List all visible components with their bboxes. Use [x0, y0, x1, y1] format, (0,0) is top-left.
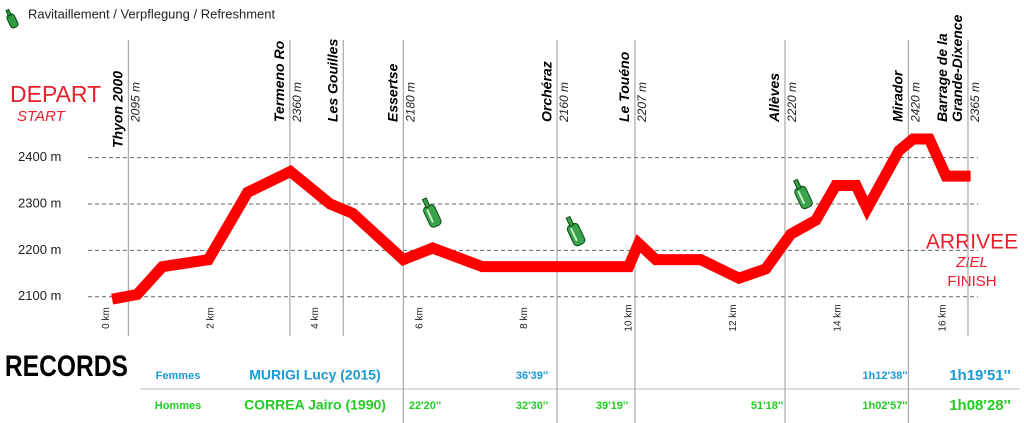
record-split: 36'39''	[516, 370, 549, 382]
records-title: RECORDS	[5, 349, 128, 383]
waypoint-name: Barrage de la	[934, 33, 950, 122]
start-title: DEPART	[10, 81, 101, 107]
record-split: 1h12'38''	[862, 370, 908, 382]
record-total: 1h08'28''	[949, 397, 1011, 414]
waypoint-name: Mirador	[890, 69, 906, 122]
refreshment-bottle	[793, 178, 813, 210]
x-tick-label: 16 km	[937, 304, 948, 331]
waypoint-name: Essertse	[385, 63, 401, 122]
bottle-body	[423, 204, 442, 228]
bottle-body	[794, 185, 813, 210]
refreshment-bottle	[421, 197, 442, 228]
x-tick-label: 6 km	[414, 307, 425, 329]
finish-subtitle: ZIEL	[955, 254, 988, 271]
finish-title: ARRIVEE	[926, 231, 1018, 254]
record-category: Femmes	[156, 370, 201, 382]
waypoint-elevation: 2420 m	[909, 82, 923, 123]
refreshment-bottle	[565, 215, 586, 247]
record-category: Hommes	[155, 400, 201, 412]
elevation-line	[111, 133, 971, 305]
waypoint-elevation: 2160 m	[557, 82, 571, 123]
y-tick-label: 2100 m	[18, 288, 61, 303]
finish-subtitle: FINISH	[947, 273, 996, 290]
waypoint-elevation: 2180 m	[404, 82, 418, 123]
waypoint-name: Le Touéno	[616, 51, 632, 122]
bottle-body	[566, 222, 586, 247]
bottle-shine	[569, 227, 578, 242]
bottle-neck	[421, 197, 431, 209]
waypoint-name: Allèves	[766, 73, 782, 123]
x-tick-label: 0 km	[101, 307, 112, 329]
bottle-shine	[797, 190, 806, 205]
waypoint-name: Orchéraz	[538, 61, 554, 122]
waypoint-name: Grande-Dixence	[949, 14, 965, 122]
bottle-neck	[565, 215, 575, 228]
record-holder: CORREA Jairo (1990)	[244, 397, 386, 413]
y-tick-label: 2300 m	[18, 195, 61, 210]
waypoint-name: Thyon 2000	[110, 71, 126, 148]
record-holder: MURIGI Lucy (2015)	[249, 367, 380, 383]
waypoint-elevation: 2360 m	[290, 82, 304, 123]
record-total: 1h19'51''	[949, 367, 1011, 384]
waypoint-elevation: 2365 m	[968, 82, 982, 123]
x-tick-label: 14 km	[833, 304, 844, 331]
record-split: 22'20''	[409, 400, 442, 412]
bottle-icon	[5, 8, 19, 29]
legend: Ravitaillement / Verpflegung / Refreshme…	[5, 6, 276, 29]
record-split: 39'19''	[596, 400, 629, 412]
y-tick-label: 2200 m	[18, 242, 61, 257]
waypoint-elevation: 2207 m	[635, 82, 649, 123]
x-tick-label: 8 km	[519, 307, 530, 329]
start-subtitle: START	[17, 108, 67, 125]
waypoint-elevation: 2095 m	[129, 82, 143, 123]
waypoint-elevation: 2220 m	[785, 82, 799, 123]
record-split: 51'18''	[751, 400, 784, 412]
x-tick-label: 4 km	[310, 307, 321, 329]
waypoint-name: Termeno Ro	[271, 40, 287, 122]
record-split: 1h02'57''	[862, 400, 908, 412]
legend-text: Ravitaillement / Verpflegung / Refreshme…	[28, 6, 276, 21]
bottle-neck	[793, 178, 802, 190]
record-split: 32'30''	[516, 400, 549, 412]
x-tick-label: 12 km	[728, 304, 739, 331]
x-tick-label: 10 km	[624, 304, 635, 331]
waypoint-name: Les Gouilles	[324, 39, 340, 122]
x-tick-label: 2 km	[205, 307, 216, 329]
y-tick-label: 2400 m	[18, 149, 61, 164]
bottle-shine	[426, 209, 434, 223]
